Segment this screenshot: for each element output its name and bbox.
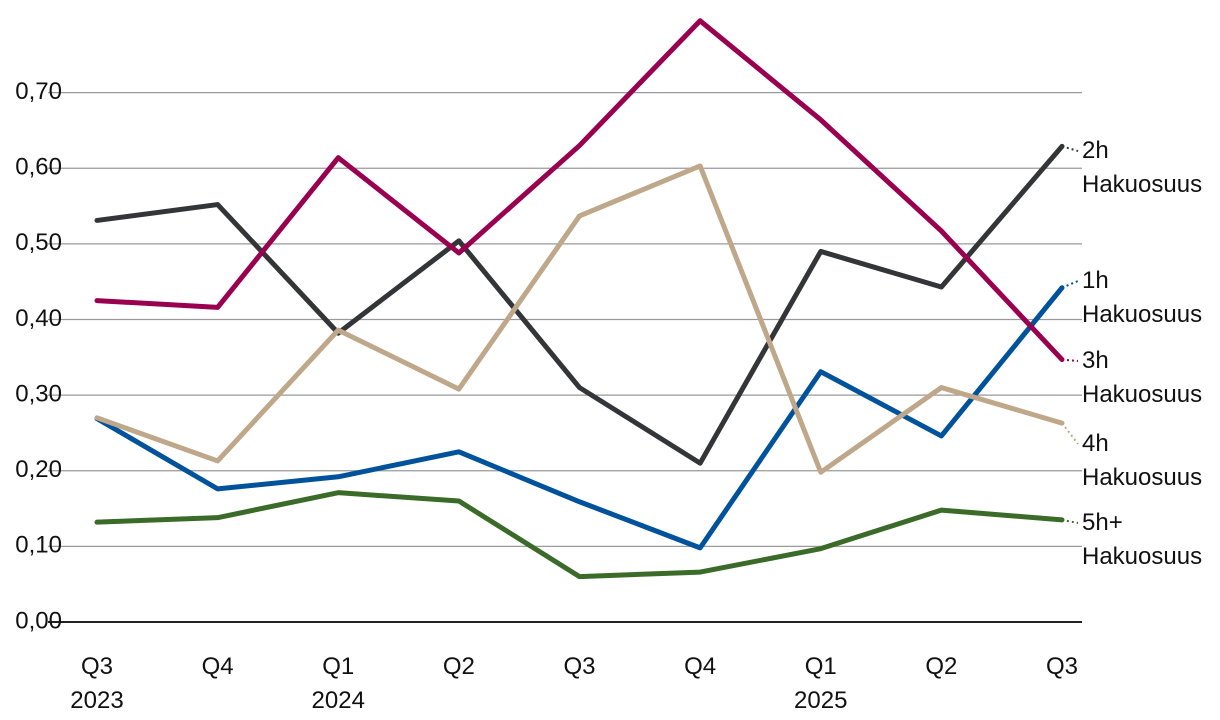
data-line xyxy=(94,163,1065,475)
data-line xyxy=(94,18,1065,363)
y-tick-label: 0,70 xyxy=(15,78,62,105)
y-tick-label: 0,00 xyxy=(15,607,62,634)
x-tick-label: Q4 xyxy=(201,653,234,680)
data-line xyxy=(94,143,1065,466)
x-tick-label: Q4 xyxy=(684,653,717,680)
y-tick-label: 0,50 xyxy=(15,229,62,256)
x-tick-label: Q1 2024 xyxy=(311,653,365,714)
x-tick-label: Q2 xyxy=(925,653,958,680)
data-line xyxy=(94,490,1065,580)
data-line xyxy=(94,285,1065,551)
x-tick-label: Q3 xyxy=(563,653,596,680)
y-tick-label: 0,60 xyxy=(15,154,62,181)
x-tick-label: Q1 2025 xyxy=(794,653,848,714)
series-label: 3h Hakuosuus xyxy=(1082,347,1203,408)
x-tick-label: Q2 xyxy=(442,653,475,680)
y-tick-label: 0,40 xyxy=(15,305,62,332)
label-connector xyxy=(1061,280,1079,289)
y-tick-label: 0,20 xyxy=(15,456,62,483)
series-label: 4h Hakuosuus xyxy=(1082,430,1203,491)
y-tick-label: 0,30 xyxy=(15,380,62,407)
series-label: 5h+ Hakuosuus xyxy=(1082,509,1203,570)
x-tick-label: Q3 xyxy=(1045,653,1078,680)
x-tick-label: Q3 2023 xyxy=(70,653,124,714)
series-label: 1h Hakuosuus xyxy=(1082,267,1203,328)
label-connector xyxy=(1061,422,1079,445)
series-label: 2h Hakuosuus xyxy=(1082,137,1203,198)
y-tick-label: 0,10 xyxy=(15,532,62,559)
label-connector xyxy=(1061,145,1079,152)
